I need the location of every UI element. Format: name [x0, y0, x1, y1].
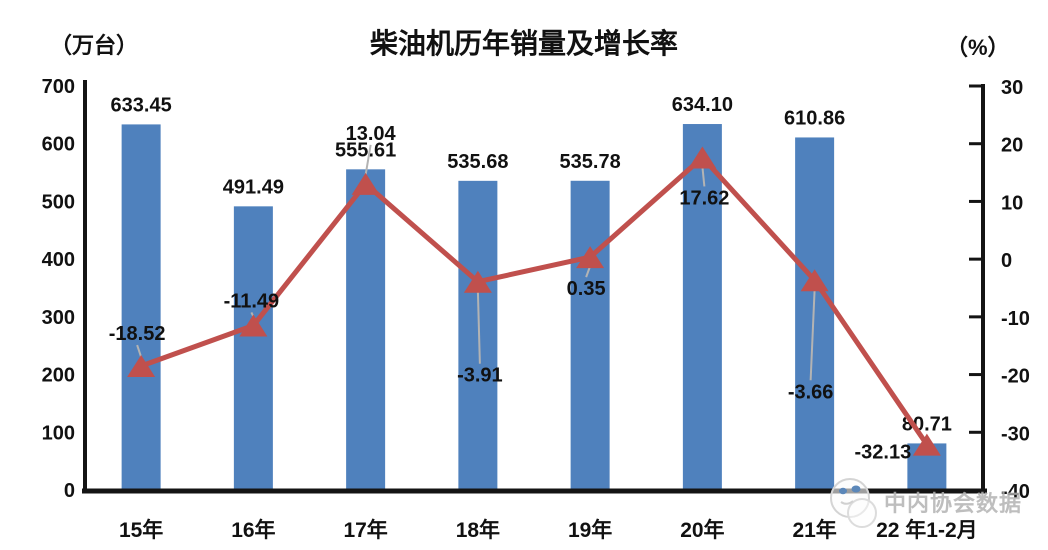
growth-rate-line: [140, 153, 929, 446]
triangle-marker: [463, 270, 492, 293]
sales-bar: [795, 137, 835, 490]
label-leader-line: [136, 344, 143, 358]
chart-title: 柴油机历年销量及增长率: [369, 28, 678, 59]
triangle-marker: [127, 355, 156, 378]
label-leader-line: [701, 166, 706, 187]
right-axis-tick-label: -30: [1001, 423, 1030, 445]
x-axis-category-label: 21年: [792, 518, 836, 542]
x-axis-category-label: 16年: [231, 518, 275, 542]
left-axis-unit-label: （万台）: [50, 33, 139, 58]
growth-value-label: -18.52: [109, 323, 166, 345]
watermark-logo-icon: [830, 478, 877, 528]
growth-value-label: -11.49: [224, 290, 280, 312]
left-axis-tick-label: 100: [42, 422, 75, 444]
right-axis-tick-label: 20: [1001, 135, 1023, 157]
left-axis-tick-label: 500: [42, 191, 75, 213]
triangle-marker: [576, 246, 605, 269]
x-axis-category-label: 17年: [343, 518, 387, 542]
bar-value-label: 491.49: [223, 176, 284, 198]
left-axis-tick-label: 700: [42, 76, 75, 98]
right-axis-tick-label: -40: [1001, 481, 1030, 503]
right-axis-tick-label: 30: [1001, 77, 1023, 99]
sales-bar: [570, 180, 610, 491]
label-leader-line: [476, 290, 481, 364]
left-axis-tick-label: 400: [42, 249, 75, 271]
x-axis-category-label: 19年: [568, 518, 612, 542]
triangle-marker: [351, 172, 380, 195]
triangle-marker: [800, 269, 829, 292]
label-leader-line: [364, 144, 372, 176]
right-axis-tick-label: -20: [1001, 366, 1030, 388]
right-axis-tick-label: -10: [1001, 308, 1030, 330]
sales-bar: [682, 124, 722, 490]
triangle-marker: [912, 433, 941, 456]
bar-value-label: 535.78: [560, 151, 621, 173]
growth-value-label: 0.35: [567, 278, 606, 300]
left-axis-tick-label: 600: [42, 134, 75, 156]
growth-value-label: 17.62: [679, 187, 729, 209]
triangle-marker: [239, 314, 268, 337]
bar-value-label: 633.45: [111, 94, 172, 116]
label-leader-line: [809, 289, 816, 381]
triangle-marker: [688, 146, 717, 169]
left-axis-tick-label: 200: [42, 365, 75, 387]
sales-bar: [233, 206, 273, 490]
left-axis-tick-label: 300: [42, 307, 75, 329]
sales-bar: [346, 169, 386, 490]
bar-value-label: 535.68: [447, 151, 508, 173]
growth-value-label: -3.91: [457, 365, 503, 387]
growth-value-label: 13.04: [346, 123, 397, 145]
sales-bar: [458, 180, 498, 490]
growth-value-label: -3.66: [788, 381, 834, 403]
right-axis-unit-label: （%）: [946, 35, 1010, 60]
bar-value-label: 634.10: [672, 94, 733, 116]
left-axis-tick-label: 0: [64, 480, 75, 502]
x-axis-category-label: 20年: [680, 518, 724, 542]
right-axis-tick-label: 10: [1001, 192, 1023, 214]
x-axis-category-label: 15年: [119, 518, 163, 542]
bar-value-label: 610.86: [784, 107, 845, 129]
watermark-text: 中内协会数据: [884, 491, 1023, 516]
bar-value-label: 555.61: [335, 139, 396, 161]
right-axis-tick-label: 0: [1001, 250, 1012, 272]
x-axis-category-label: 22 年1-2月: [876, 518, 978, 542]
growth-value-label: -32.13: [855, 442, 912, 464]
sales-bar: [121, 124, 161, 490]
x-axis-category-label: 18年: [456, 518, 500, 542]
